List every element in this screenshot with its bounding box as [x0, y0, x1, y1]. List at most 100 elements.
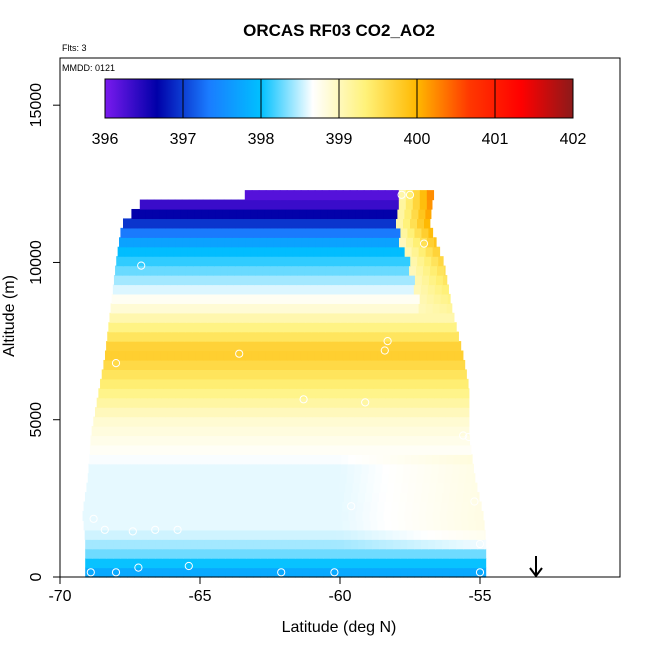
co2-cell	[229, 246, 238, 257]
co2-cell	[475, 520, 484, 531]
co2-cell	[299, 208, 307, 220]
co2-cell	[223, 501, 232, 512]
co2-cell	[467, 444, 472, 455]
co2-cell	[415, 416, 423, 427]
co2-cell	[348, 444, 357, 455]
co2-cell	[165, 312, 174, 323]
co2-cell	[162, 548, 170, 559]
co2-cell	[363, 293, 372, 304]
co2-cell	[322, 529, 331, 540]
co2-cell	[269, 369, 278, 380]
co2-cell	[272, 501, 281, 512]
co2-cell	[341, 246, 350, 257]
co2-cell	[91, 492, 100, 503]
co2-cell	[277, 463, 286, 474]
co2-cell	[321, 190, 330, 201]
co2-cell	[121, 416, 129, 427]
co2-cell	[118, 435, 127, 446]
co2-cell	[203, 426, 212, 437]
co2-cell	[316, 275, 325, 286]
co2-cell	[226, 331, 234, 342]
co2-cell	[225, 558, 233, 569]
sample-point	[173, 525, 182, 534]
co2-cell	[253, 539, 261, 550]
co2-cell	[369, 359, 377, 370]
co2-cell	[165, 218, 173, 229]
co2-cell	[172, 218, 180, 229]
co2-cell	[229, 303, 238, 314]
co2-cell	[438, 407, 446, 418]
co2-cell	[299, 510, 308, 521]
co2-cell	[421, 227, 430, 238]
co2-cell	[180, 303, 189, 314]
co2-cell	[257, 444, 266, 455]
co2-cell	[429, 331, 437, 342]
co2-cell	[380, 416, 388, 427]
co2-cell	[160, 435, 169, 446]
co2-cell	[109, 407, 117, 418]
co2-cell	[218, 275, 227, 286]
co2-cell	[265, 199, 274, 210]
co2-cell	[225, 548, 233, 559]
co2-cell	[378, 237, 386, 248]
co2-cell	[208, 359, 216, 370]
co2-cell	[384, 520, 393, 531]
co2-cell	[158, 218, 166, 229]
co2-cell	[291, 463, 300, 474]
co2-cell	[198, 331, 206, 342]
co2-cell	[177, 416, 185, 427]
co2-cell	[325, 265, 333, 276]
co2-cell	[383, 397, 392, 408]
co2-cell	[253, 567, 261, 578]
co2-cell	[394, 378, 402, 389]
co2-cell	[285, 444, 294, 455]
co2-cell	[205, 331, 213, 342]
co2-cell	[294, 388, 302, 399]
co2-cell	[323, 567, 331, 578]
co2-cell	[396, 256, 404, 267]
co2-cell	[401, 378, 409, 389]
co2-cell	[414, 567, 422, 578]
co2-cell	[114, 416, 122, 427]
co2-cell	[326, 218, 334, 229]
co2-cell	[154, 388, 162, 399]
co2-cell	[328, 520, 337, 531]
co2-cell	[108, 322, 116, 333]
co2-cell	[224, 388, 232, 399]
co2-cell	[175, 388, 183, 399]
co2-cell	[196, 237, 204, 248]
co2-cell	[451, 322, 457, 333]
co2-cell	[148, 341, 156, 352]
co2-cell	[463, 548, 471, 559]
co2-cell	[220, 369, 229, 380]
co2-cell	[141, 275, 150, 286]
co2-cell	[257, 246, 266, 257]
co2-cell	[299, 444, 308, 455]
co2-cell	[236, 444, 245, 455]
co2-cell	[103, 397, 112, 408]
co2-cell	[266, 426, 275, 437]
co2-cell	[296, 378, 304, 389]
co2-cell	[262, 473, 271, 484]
co2-cell	[202, 293, 211, 304]
co2-cell	[424, 218, 431, 229]
co2-cell	[317, 482, 325, 493]
co2-cell	[385, 284, 394, 295]
co2-cell	[265, 501, 274, 512]
co2-cell	[162, 227, 171, 238]
co2-cell	[394, 416, 402, 427]
co2-cell	[378, 492, 387, 503]
co2-cell	[171, 473, 180, 484]
co2-cell	[188, 350, 197, 361]
co2-cell	[332, 322, 340, 333]
x-tick-label: -55	[468, 588, 491, 605]
co2-cell	[361, 256, 369, 267]
co2-cell	[363, 190, 372, 201]
co2-cell	[241, 265, 249, 276]
co2-cell	[385, 426, 394, 437]
co2-cell	[189, 388, 197, 399]
co2-cell	[104, 350, 113, 361]
co2-cell	[383, 246, 392, 257]
co2-cell	[234, 265, 242, 276]
co2-cell	[130, 312, 139, 323]
